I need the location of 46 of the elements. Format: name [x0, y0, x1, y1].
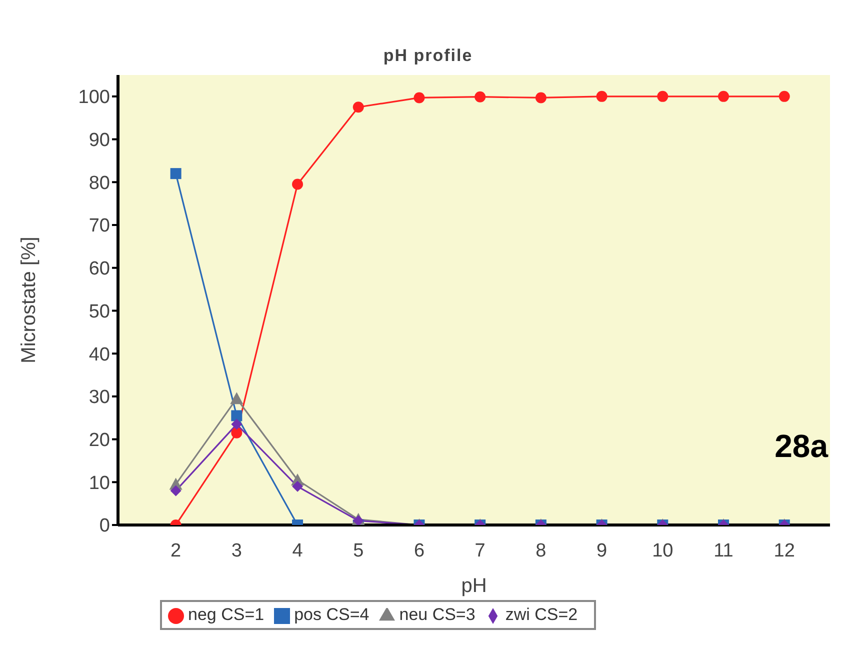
- legend-label: neg CS=1: [188, 605, 264, 624]
- point: [657, 90, 668, 102]
- y-tick-label: 20: [88, 430, 110, 452]
- legend-label: zwi CS=2: [505, 605, 578, 624]
- point: [414, 92, 425, 104]
- legend-label: pos CS=4: [294, 605, 370, 624]
- y-axis-title: Microstate [%]: [18, 236, 40, 364]
- y-tick-label: 40: [88, 344, 110, 366]
- x-tick-label: 5: [353, 540, 364, 562]
- x-tick-label: 8: [536, 540, 546, 562]
- x-tick-label: 6: [414, 540, 425, 562]
- legend-label: neu CS=3: [399, 605, 476, 624]
- x-tick-label: 9: [596, 540, 608, 562]
- y-tick-label: 60: [88, 258, 110, 280]
- point: [231, 418, 242, 430]
- y-tick-label: 100: [78, 87, 110, 108]
- x-tick-label: 3: [231, 540, 242, 562]
- x-tick-label: 12: [774, 540, 795, 562]
- point: [170, 168, 182, 180]
- point: [474, 91, 486, 102]
- y-tick-label: 80: [88, 172, 110, 194]
- point: [352, 102, 364, 113]
- y-tick-label: 30: [88, 387, 110, 408]
- point: [292, 480, 304, 492]
- x-tick-label: 2: [170, 540, 182, 562]
- x-tick-label: 10: [652, 540, 674, 562]
- annotation: 28a: [774, 428, 828, 465]
- point: [231, 410, 242, 422]
- point: [230, 392, 244, 404]
- y-tick-label: 10: [88, 472, 110, 494]
- chart-title: pH profile: [382, 46, 474, 66]
- point: [535, 92, 546, 104]
- y-tick-label: 50: [88, 301, 110, 322]
- x-tick-label: 11: [714, 540, 734, 562]
- point: [596, 90, 608, 102]
- y-tick-label: 0: [99, 516, 110, 537]
- point: [231, 427, 242, 438]
- y-tick-label: 70: [88, 216, 110, 237]
- x-tick-label: 4: [292, 540, 304, 562]
- point: [292, 178, 304, 190]
- x-axis-title: pH: [461, 575, 487, 597]
- point: [778, 90, 790, 102]
- point: [718, 90, 730, 102]
- x-tick-label: 7: [474, 540, 486, 562]
- y-tick-label: 90: [88, 130, 110, 152]
- point: [352, 515, 364, 525]
